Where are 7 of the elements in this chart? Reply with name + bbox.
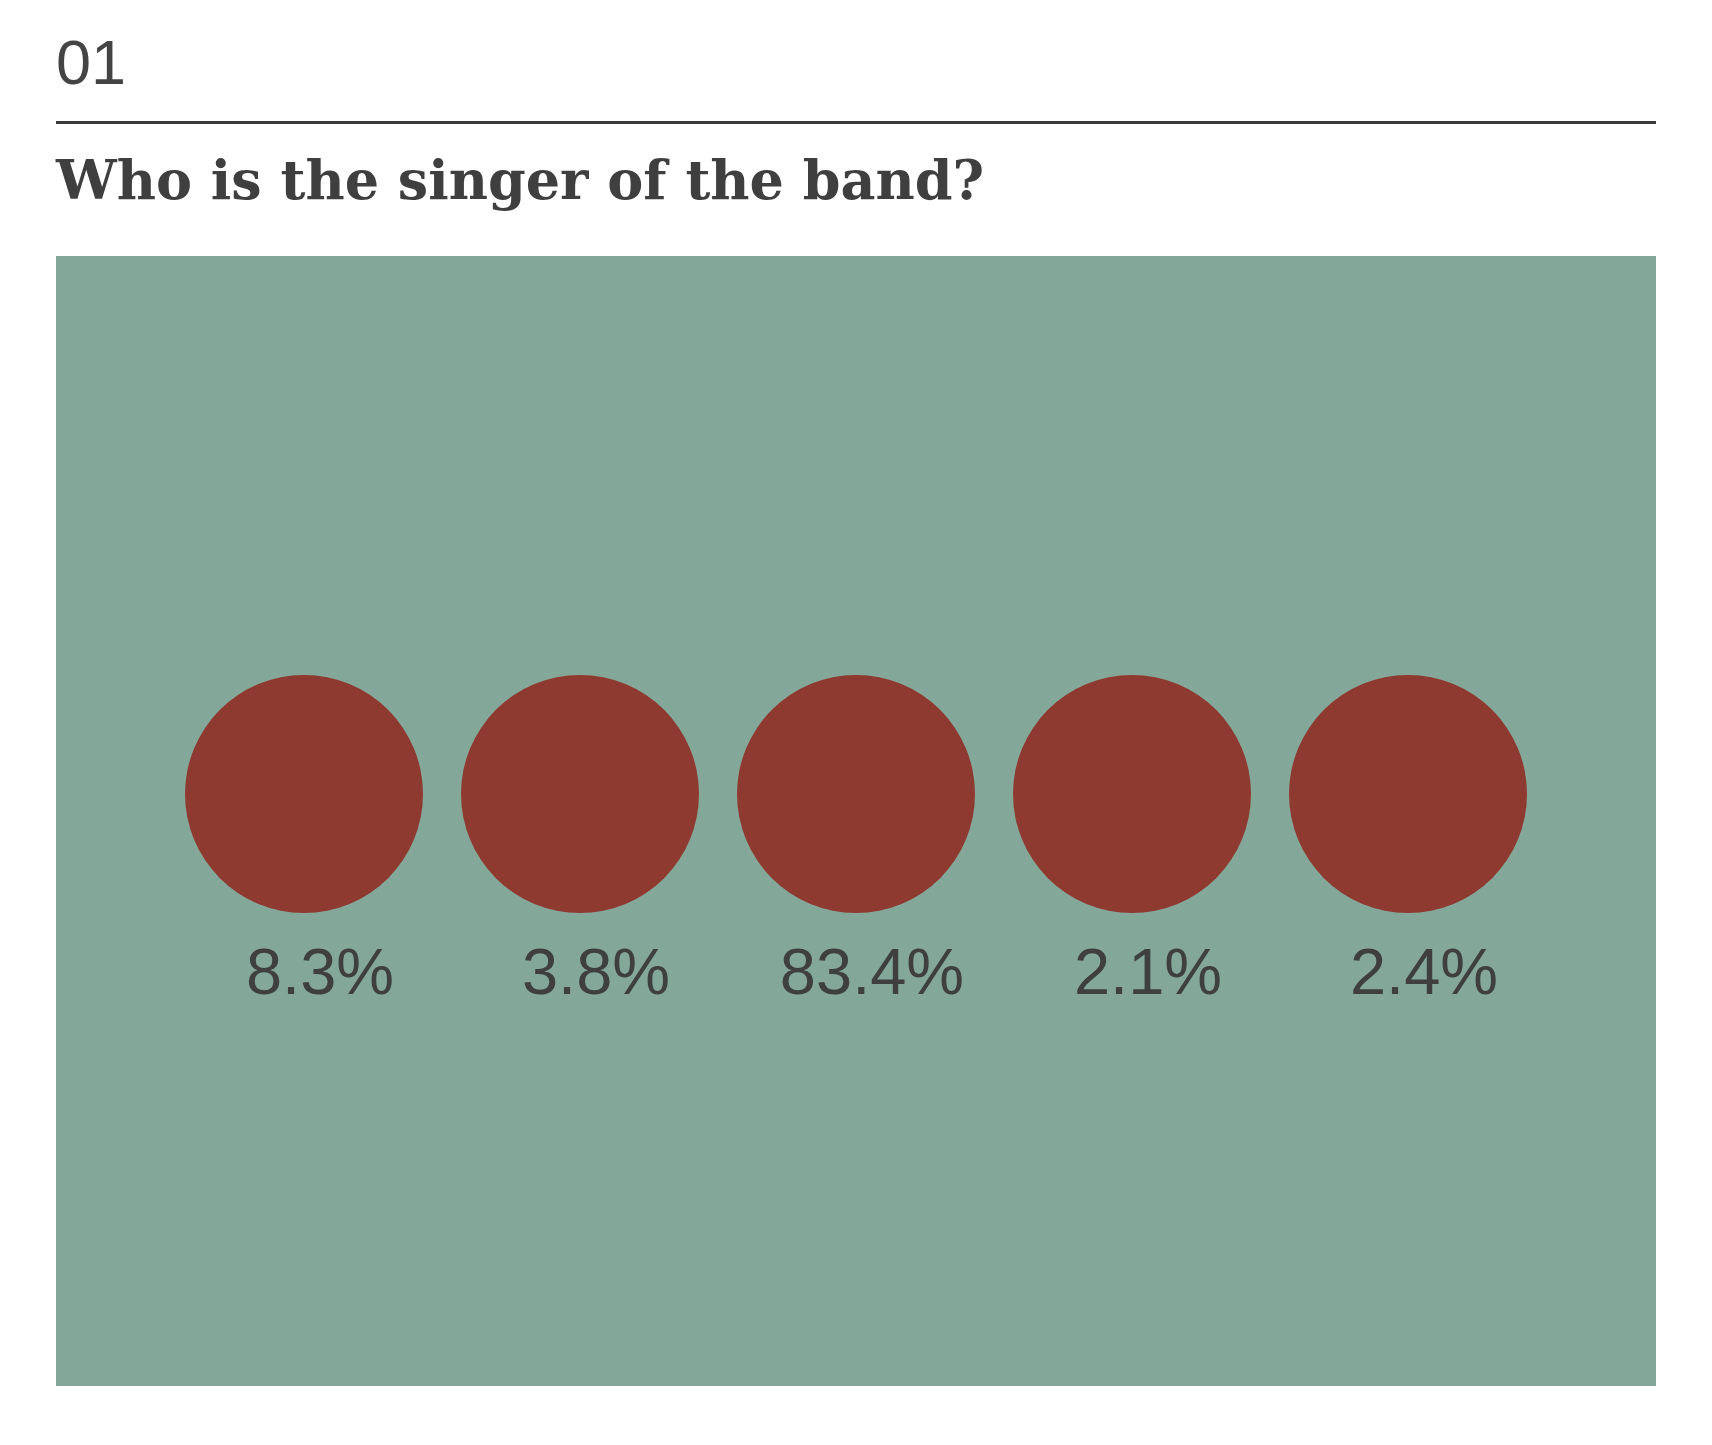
text: 01	[56, 26, 127, 98]
data-label: 83.4%	[779, 935, 965, 1008]
text: Who is the singer of the band?	[56, 147, 985, 214]
data-label: 2.4%	[1349, 935, 1499, 1008]
data-label: 3.8%	[521, 935, 671, 1008]
data-label: 8.3%	[245, 935, 395, 1008]
data-label: 2.1%	[1073, 935, 1223, 1008]
